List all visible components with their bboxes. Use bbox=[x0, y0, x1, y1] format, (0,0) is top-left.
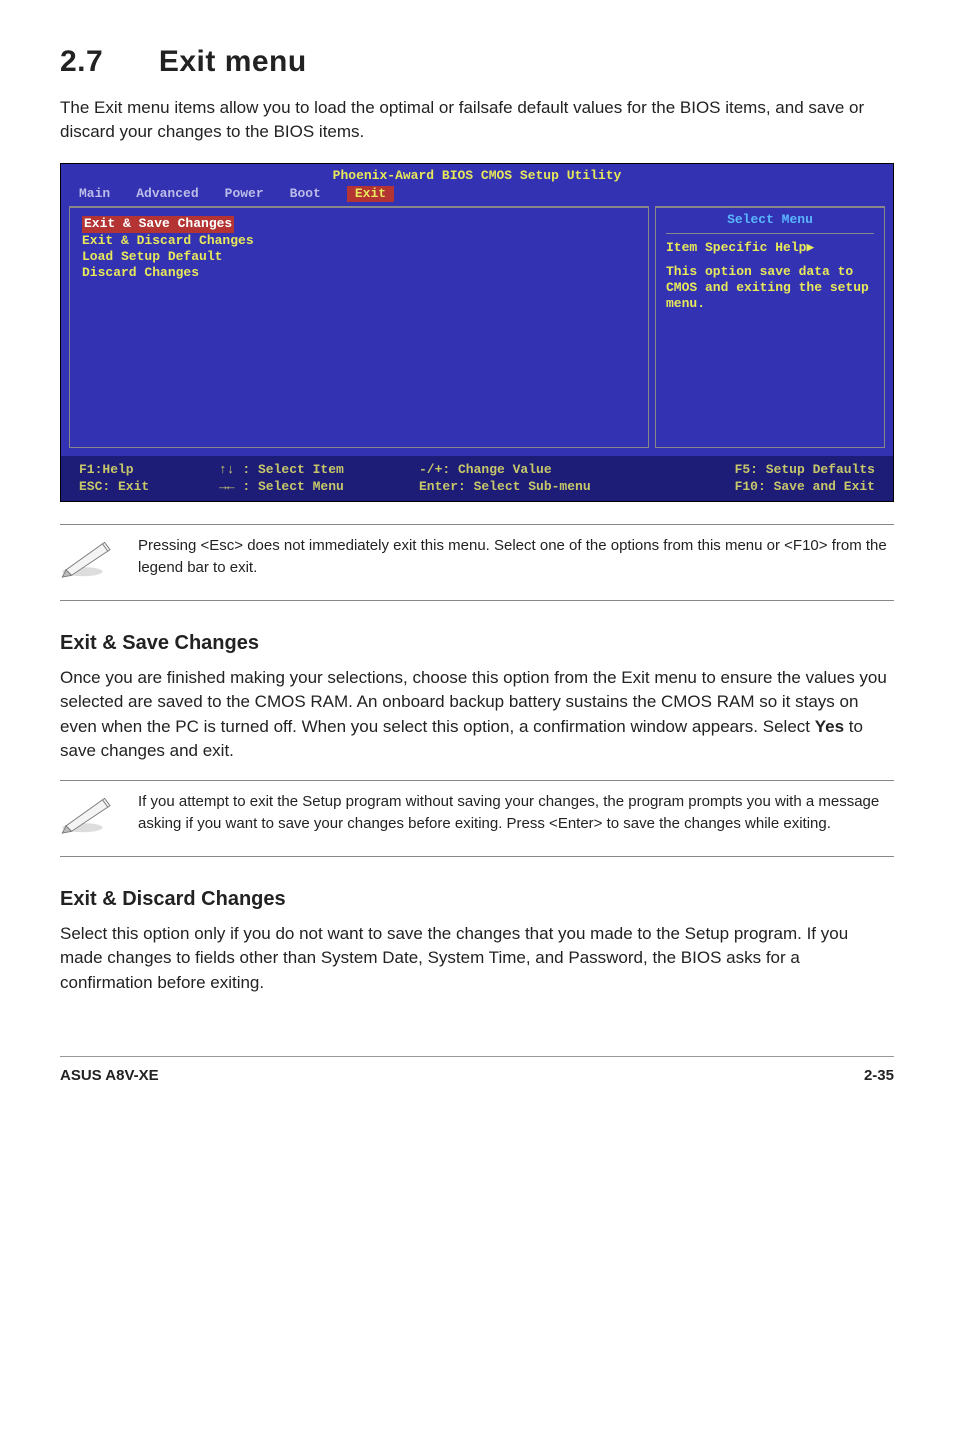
bios-footer-select-menu: →← : Select Menu bbox=[219, 479, 344, 494]
note-exit-unsaved: If you attempt to exit the Setup program… bbox=[60, 780, 894, 857]
subhead-exit-discard: Exit & Discard Changes bbox=[60, 885, 894, 914]
bios-tab-main: Main bbox=[79, 186, 110, 202]
bios-screenshot: Phoenix-Award BIOS CMOS Setup Utility Ma… bbox=[60, 163, 894, 502]
footer-left: ASUS A8V-XE bbox=[60, 1065, 159, 1087]
body-exit-save-a: Once you are finished making your select… bbox=[60, 668, 887, 736]
bios-tab-bar: Main Advanced Power Boot Exit bbox=[61, 186, 893, 206]
bios-help-body: This option save data to CMOS and exitin… bbox=[666, 264, 874, 313]
note-esc: Pressing <Esc> does not immediately exit… bbox=[60, 524, 894, 601]
body-exit-discard: Select this option only if you do not wa… bbox=[60, 922, 894, 996]
bios-footer-f5: F5: Setup Defaults bbox=[735, 462, 875, 477]
pencil-icon bbox=[60, 791, 120, 842]
bios-title: Phoenix-Award BIOS CMOS Setup Utility bbox=[61, 164, 893, 186]
section-title-text: Exit menu bbox=[159, 45, 307, 78]
bios-footer-f10: F10: Save and Exit bbox=[735, 479, 875, 494]
bios-item-exit-save: Exit & Save Changes bbox=[82, 216, 234, 232]
section-number: 2.7 bbox=[60, 40, 150, 84]
subhead-exit-save: Exit & Save Changes bbox=[60, 629, 894, 658]
bios-item-discard: Discard Changes bbox=[82, 265, 636, 281]
section-heading: 2.7 Exit menu bbox=[60, 40, 894, 84]
bios-footer-select-sub: Enter: Select Sub-menu bbox=[419, 479, 591, 494]
body-exit-save: Once you are finished making your select… bbox=[60, 666, 894, 765]
bios-footer: F1:Help ESC: Exit ↑↓ : Select Item →← : … bbox=[61, 456, 893, 501]
footer-right: 2-35 bbox=[864, 1065, 894, 1087]
bios-footer-col1: F1:Help ESC: Exit bbox=[79, 462, 219, 495]
bios-item-exit-discard: Exit & Discard Changes bbox=[82, 233, 636, 249]
bios-help-label-text: Item Specific Help bbox=[666, 240, 806, 255]
bios-left-pane: Exit & Save Changes Exit & Discard Chang… bbox=[69, 206, 649, 448]
page-footer: ASUS A8V-XE 2-35 bbox=[60, 1056, 894, 1087]
bios-item-load-default: Load Setup Default bbox=[82, 249, 636, 265]
bios-right-title: Select Menu bbox=[666, 212, 874, 233]
bios-body: Exit & Save Changes Exit & Discard Chang… bbox=[61, 206, 893, 456]
pencil-icon bbox=[60, 535, 120, 586]
bios-tab-advanced: Advanced bbox=[136, 186, 198, 202]
body-exit-save-yes: Yes bbox=[815, 717, 844, 736]
bios-footer-f1: F1:Help bbox=[79, 462, 134, 477]
bios-footer-change-value: -/+: Change Value bbox=[419, 462, 552, 477]
bios-footer-col2: ↑↓ : Select Item →← : Select Menu bbox=[219, 462, 419, 495]
bios-footer-col4: F5: Setup Defaults F10: Save and Exit bbox=[675, 462, 875, 495]
bios-help-label: Item Specific Help▶ bbox=[666, 240, 874, 256]
intro-paragraph: The Exit menu items allow you to load th… bbox=[60, 96, 894, 145]
bios-tab-exit: Exit bbox=[347, 186, 394, 202]
bios-right-pane: Select Menu Item Specific Help▶ This opt… bbox=[655, 206, 885, 448]
bios-tab-power: Power bbox=[225, 186, 264, 202]
note-exit-unsaved-text: If you attempt to exit the Setup program… bbox=[138, 791, 888, 835]
bios-footer-col3: -/+: Change Value Enter: Select Sub-menu bbox=[419, 462, 675, 495]
bios-tab-boot: Boot bbox=[290, 186, 321, 202]
bios-footer-esc: ESC: Exit bbox=[79, 479, 149, 494]
note-esc-text: Pressing <Esc> does not immediately exit… bbox=[138, 535, 888, 579]
bios-footer-select-item: ↑↓ : Select Item bbox=[219, 462, 344, 477]
